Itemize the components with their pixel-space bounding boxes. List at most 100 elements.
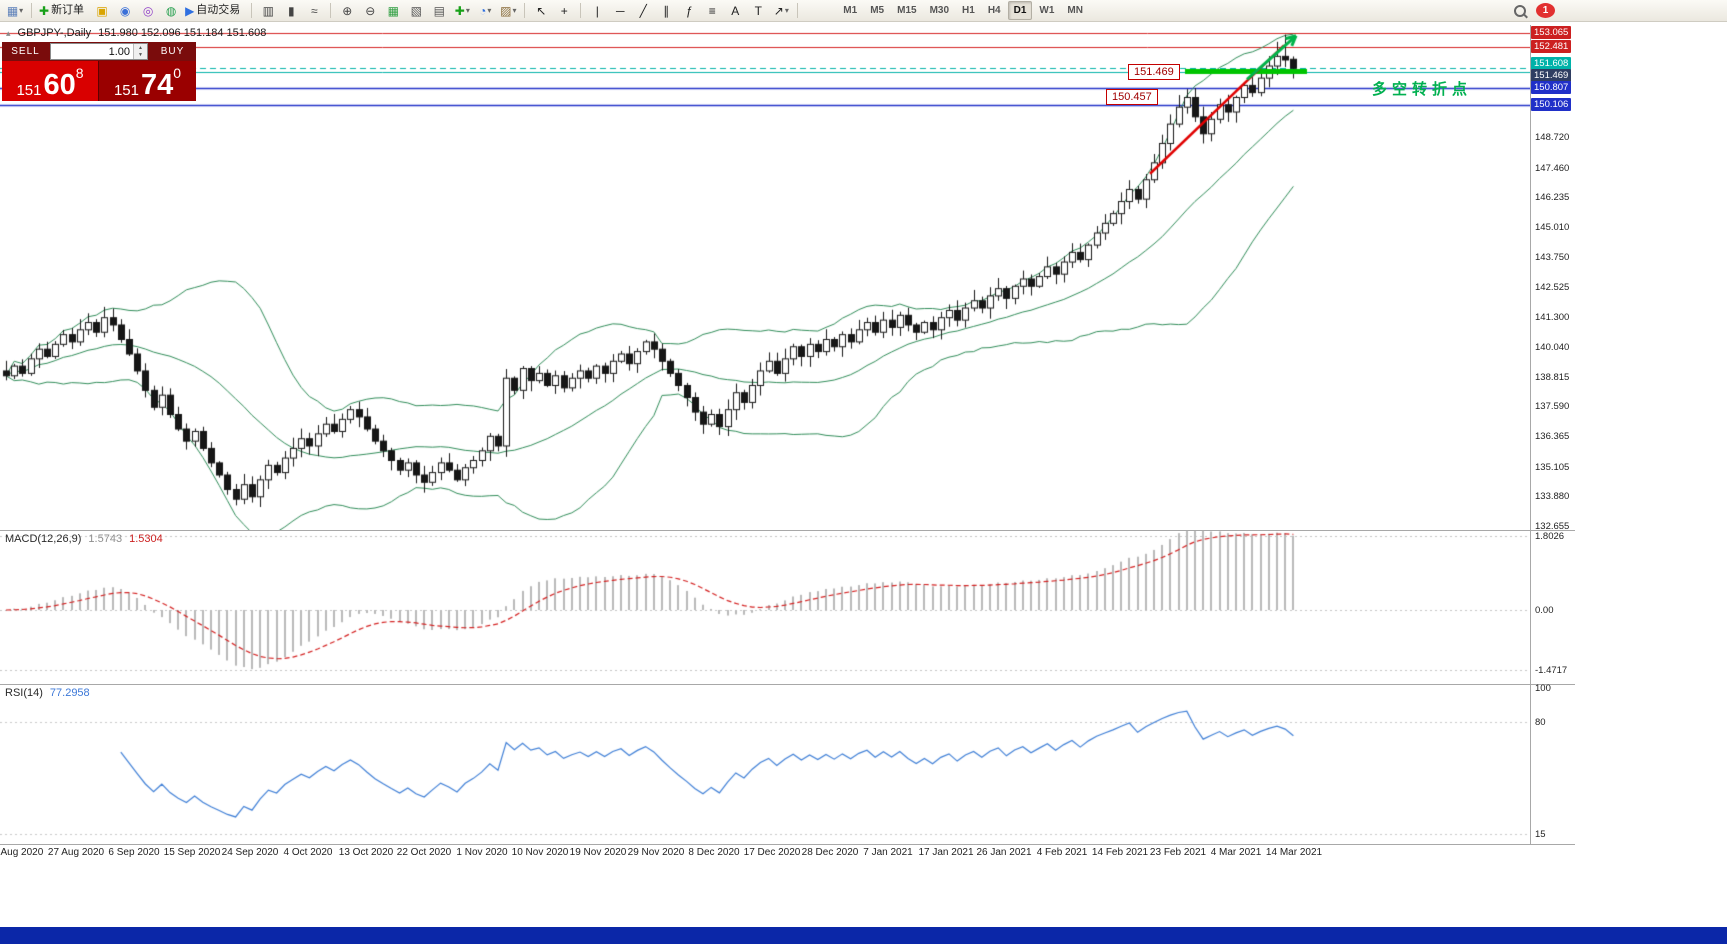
sell-price-panel[interactable]: 151 60 8: [2, 61, 99, 101]
timeframe-h4[interactable]: H4: [987, 5, 1001, 16]
new-chart-icon-caret[interactable]: ▾: [465, 5, 470, 15]
buy-price-pips: 74: [140, 69, 174, 102]
price-label-151469[interactable]: 151.469: [1128, 64, 1180, 80]
chart-window-icon-caret[interactable]: ▾: [19, 5, 24, 15]
date-tick: 24 Sep 2020: [221, 847, 279, 858]
zoom-out-icon[interactable]: ⊖: [359, 2, 381, 20]
arrows-icon[interactable]: ↗ ▾: [770, 2, 792, 20]
macd-panel-separator[interactable]: [0, 530, 1575, 531]
main-price-chart[interactable]: [0, 25, 1530, 530]
timeframe-mn[interactable]: MN: [1067, 5, 1083, 16]
templates-icon[interactable]: ▨ ▾: [497, 2, 519, 20]
rsi-axis-tick: 80: [1535, 717, 1546, 729]
templates-icon-caret[interactable]: ▾: [512, 5, 517, 15]
buy-price-panel[interactable]: 151 74 0: [99, 61, 196, 101]
buy-button[interactable]: BUY: [160, 46, 185, 57]
cursor-icon[interactable]: ↖: [530, 2, 552, 20]
spinner-down-icon[interactable]: ▼: [134, 51, 147, 59]
one-click-collapse-icon[interactable]: ▴: [6, 27, 11, 38]
price-level-badge: 150.807: [1531, 80, 1572, 94]
label-icon[interactable]: T: [747, 2, 769, 20]
rsi-name: RSI(14): [5, 687, 43, 699]
autotrading-button-glyph: ▶: [185, 3, 195, 18]
toolbar-separator: [31, 3, 32, 18]
price-axis[interactable]: 148.720 147.460 146.235 145.010 143.750 142.5…: [1531, 0, 1577, 944]
periods-icon[interactable]: ◔ ▾: [474, 2, 496, 20]
timeframe-w1[interactable]: W1: [1039, 5, 1055, 16]
notification-badge[interactable]: 1: [1536, 3, 1555, 18]
autotrading-button-label: 自动交易: [196, 4, 241, 16]
turning-point-text[interactable]: 多空转折点: [1372, 81, 1473, 98]
fibonacci-icon[interactable]: ƒ: [678, 2, 700, 20]
date-tick: 23 Feb 2021: [1149, 847, 1207, 858]
crosshair-icon-glyph: +: [560, 3, 568, 18]
vertical-line-icon-glyph: |: [595, 3, 599, 18]
crosshair-icon[interactable]: +: [553, 2, 575, 20]
timeframe-m5[interactable]: M5: [870, 5, 885, 16]
symbol-ohlc-header: ▴ GBPJPY-,Daily 151.980 152.096 151.184 …: [6, 27, 266, 39]
autotrading-button[interactable]: ▶ 自动交易: [183, 2, 246, 20]
spinner-up-icon[interactable]: ▲: [134, 44, 147, 52]
price-level-badge: 152.481: [1531, 40, 1572, 54]
vps-icon[interactable]: ◎: [137, 2, 159, 20]
date-tick: 7 Jan 2021: [863, 847, 913, 858]
mql5-market-icon-glyph: ▣: [96, 3, 108, 18]
trendline-icon[interactable]: ╱: [632, 2, 654, 20]
periods-icon-caret[interactable]: ▾: [487, 5, 492, 15]
sell-price-big: 151: [16, 82, 42, 99]
timeframe-d1[interactable]: D1: [1007, 1, 1033, 20]
label-icon-glyph: T: [754, 3, 762, 18]
new-chart-icon[interactable]: ✚ ▾: [451, 2, 473, 20]
new-order-button[interactable]: ✚ 新订单: [37, 2, 90, 20]
zoom-in-icon[interactable]: ⊕: [336, 2, 358, 20]
rsi-panel-separator[interactable]: [0, 684, 1575, 685]
candlestick-chart-icon[interactable]: ▮: [280, 2, 302, 20]
timeframe-m1[interactable]: M1: [843, 5, 858, 16]
text-icon[interactable]: A: [724, 2, 746, 20]
price-level-badge: 150.106: [1531, 97, 1572, 111]
candlestick-chart-icon-glyph: ▮: [287, 3, 295, 18]
chart-window-icon[interactable]: ▦ ▾: [4, 2, 26, 20]
arrange-windows-icon[interactable]: ▤: [428, 2, 450, 20]
mql5-market-icon[interactable]: ▣: [91, 2, 113, 20]
timeframe-h1[interactable]: H1: [962, 5, 975, 16]
news-icon[interactable]: ◍: [160, 2, 182, 20]
sell-button[interactable]: SELL: [11, 46, 40, 57]
horizontal-line-icon[interactable]: ─: [609, 2, 631, 20]
rsi-indicator-panel[interactable]: [0, 685, 1530, 843]
macd-indicator-panel[interactable]: [0, 531, 1530, 683]
price-tick: 147.460: [1535, 162, 1570, 174]
volume-input[interactable]: 1.00 ▲ ▼: [50, 43, 148, 60]
arrange-windows-icon-glyph: ▤: [433, 3, 445, 18]
toolbar-right-group: 1: [1514, 3, 1555, 18]
symbol-title: GBPJPY-,Daily: [17, 27, 92, 39]
volume-spinner[interactable]: ▲ ▼: [133, 44, 147, 59]
timeframe-m15[interactable]: M15: [897, 5, 917, 16]
line-chart-icon[interactable]: ≈: [303, 2, 325, 20]
cascade-windows-icon[interactable]: ▧: [405, 2, 427, 20]
bar-chart-icon[interactable]: ▥: [257, 2, 279, 20]
date-tick: 13 Oct 2020: [338, 847, 394, 858]
timeframe-m30[interactable]: M30: [929, 5, 950, 16]
cascade-windows-icon-glyph: ▧: [410, 3, 422, 18]
signals-icon[interactable]: ◉: [114, 2, 136, 20]
search-icon[interactable]: [1514, 4, 1526, 17]
zoom-out-icon-glyph: ⊖: [365, 3, 376, 18]
channel-icon[interactable]: ∥: [655, 2, 677, 20]
chart-window-icon-glyph: ▦: [6, 3, 19, 18]
price-label-150457[interactable]: 150.457: [1106, 89, 1158, 105]
vertical-line-icon[interactable]: |: [586, 2, 608, 20]
volume-value[interactable]: 1.00: [108, 45, 130, 58]
toolbar-separator: [524, 3, 526, 18]
arrows-icon-caret[interactable]: ▾: [784, 5, 789, 15]
macd-axis-tick: -1.4717: [1535, 665, 1568, 677]
tile-windows-icon[interactable]: ▦: [382, 2, 404, 20]
date-tick: 29 Nov 2020: [627, 847, 685, 858]
bar-chart-icon-glyph: ▥: [262, 3, 274, 18]
trade-panel-header: SELL 1.00 ▲ ▼ BUY: [2, 42, 196, 61]
rsi-indicator-label: RSI(14) 77.2958: [5, 687, 90, 699]
levels-icon[interactable]: ≡: [701, 2, 723, 20]
line-chart-icon-glyph: ≈: [311, 3, 318, 18]
